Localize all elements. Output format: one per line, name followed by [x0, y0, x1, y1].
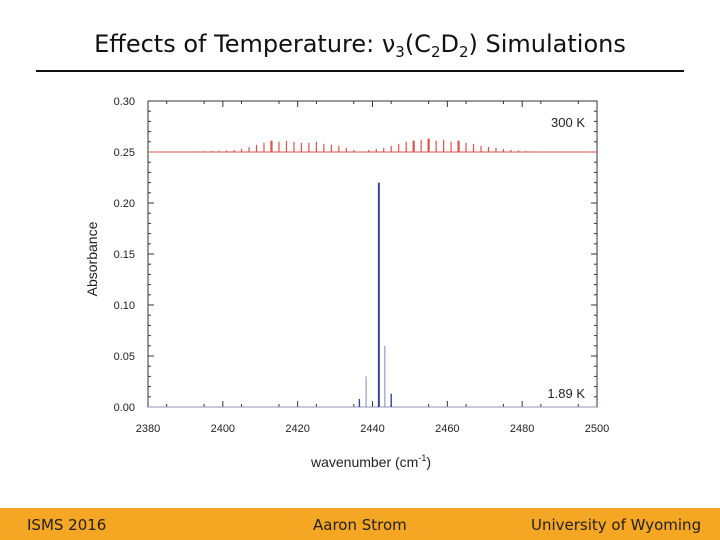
- title-formula-part: D: [440, 30, 459, 58]
- slide-title: Effects of Temperature: ν3(C2D2) Simulat…: [0, 30, 720, 61]
- y-tick-label: 0.15: [114, 249, 135, 261]
- title-subscript: 2: [430, 43, 441, 61]
- plot-frame: [147, 100, 598, 408]
- x-axis-label: wavenumber (cm-1): [310, 453, 431, 470]
- y-tick-label: 0.25: [114, 147, 135, 159]
- y-tick-label: 0.20: [114, 198, 135, 210]
- legend-189k-label: 1.89 K: [547, 386, 585, 401]
- y-tick-label: 0.10: [114, 300, 135, 312]
- title-text: Effects of Temperature:: [94, 30, 382, 58]
- x-tick-label: 2440: [360, 423, 384, 435]
- x-tick-label: 2500: [585, 423, 609, 435]
- x-tick-label: 2400: [211, 423, 235, 435]
- x-tick-label: 2460: [435, 423, 459, 435]
- legend-300k-label: 300 K: [551, 115, 585, 130]
- x-tick-label: 2480: [510, 423, 534, 435]
- x-tick-label: 2380: [136, 423, 160, 435]
- footer-conference: ISMS 2016: [27, 516, 107, 534]
- title-subscript: 2: [458, 43, 469, 61]
- y-tick-label: 0.05: [114, 351, 135, 363]
- title-symbol: ν: [381, 30, 396, 58]
- y-axis-label: Absorbance: [84, 221, 100, 296]
- y-tick-label: 0.30: [114, 96, 135, 108]
- title-subscript: 3: [395, 43, 405, 61]
- x-tick-label: 2420: [285, 423, 309, 435]
- title-text-end: ) Simulations: [468, 30, 626, 58]
- footer-bar: ISMS 2016 Aaron Strom University of Wyom…: [0, 508, 720, 540]
- footer-author: Aaron Strom: [313, 516, 407, 534]
- y-tick-label: 0.00: [114, 402, 135, 414]
- title-divider: [36, 70, 684, 72]
- footer-affiliation: University of Wyoming: [531, 516, 702, 534]
- title-formula-part: (C: [404, 30, 431, 58]
- absorbance-chart: 2380 2400 2420 2440 2460 2480 2500 0.00 0.05 0.10…: [84, 96, 609, 470]
